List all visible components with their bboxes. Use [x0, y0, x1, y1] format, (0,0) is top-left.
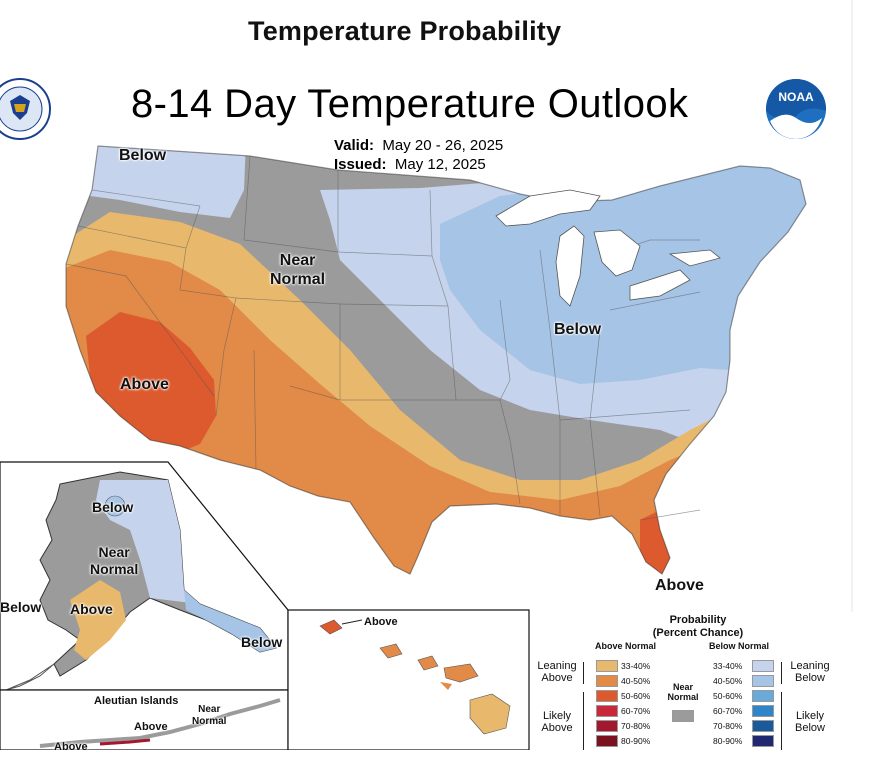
leaning-above-line2: Above [541, 672, 573, 684]
range-below-6: 80-90% [713, 736, 743, 746]
swatch-below-5 [752, 720, 774, 732]
swatch-above-6 [596, 735, 618, 747]
legend-likely-below: Likely Below [785, 710, 835, 734]
swatch-above-3 [596, 690, 618, 702]
range-below-4: 60-70% [713, 706, 743, 716]
great-lakes [495, 189, 721, 307]
aleutian-inset [0, 689, 289, 750]
legend-likely-above: Likely Above [533, 710, 581, 734]
noaa-logo-text: NOAA [778, 90, 814, 104]
legend-title-line2: (Percent Chance) [652, 627, 744, 639]
aleutian-near-line1: Near [198, 704, 221, 715]
swatch-above-4 [596, 705, 618, 717]
range-above-4: 60-70% [621, 706, 651, 716]
label-ak-below-west: Below [0, 599, 42, 615]
legend-below-header: Below Normal [709, 641, 770, 651]
label-fl-above: Above [655, 577, 704, 594]
issued-value: May 12, 2025 [394, 156, 486, 173]
aleutian-title: Aleutian Islands [94, 695, 179, 707]
legend-leaning-below: Leaning Below [785, 660, 835, 684]
label-ak-above: Above [70, 601, 113, 617]
label-aleutian-above: Above [134, 721, 168, 733]
legend-title-line1: Probability [669, 614, 727, 626]
date-block: Valid: May 20 - 26, 2025 Issued: May 12,… [334, 136, 503, 174]
valid-line: Valid: May 20 - 26, 2025 [334, 136, 503, 155]
ak-near-line1: Near [98, 544, 130, 560]
brace-likely-below [781, 692, 782, 750]
swatch-above-5 [596, 720, 618, 732]
swatch-above-1 [596, 660, 618, 672]
label-ak-below-se: Below [241, 634, 283, 650]
leaning-below-line1: Leaning [790, 660, 830, 672]
legend-title: Probability (Percent Chance) [633, 614, 763, 640]
label-hi-above: Above [364, 616, 398, 628]
hawaii-inset [287, 609, 530, 750]
leaning-above-line1: Leaning [537, 660, 577, 672]
swatch-below-6 [752, 735, 774, 747]
issued-label: Issued: [334, 156, 387, 173]
page-title: Temperature Probability [248, 16, 562, 46]
alaska-inset [0, 461, 289, 691]
legend-leaning-above: Leaning Above [533, 660, 581, 684]
map-title: 8-14 Day Temperature Outlook [131, 82, 689, 126]
swatch-below-4 [752, 705, 774, 717]
swatch-below-3 [752, 690, 774, 702]
range-above-6: 80-90% [621, 736, 651, 746]
probability-legend: Probability (Percent Chance) Above Norma… [533, 612, 858, 750]
swatch-below-1 [752, 660, 774, 672]
valid-label: Valid: [334, 137, 375, 154]
noaa-logo-icon: NOAA [766, 79, 826, 139]
near-normal-line2: Normal [270, 271, 326, 288]
doc-seal-icon [0, 78, 51, 140]
near-label-line1: Near [672, 682, 693, 692]
likely-above-line1: Likely [542, 710, 572, 722]
likely-below-line1: Likely [795, 710, 825, 722]
label-nw-below: Below [119, 147, 167, 164]
valid-value: May 20 - 26, 2025 [382, 137, 504, 154]
range-below-2: 40-50% [713, 676, 743, 686]
ak-near-line2: Normal [90, 561, 139, 577]
range-above-3: 50-60% [621, 691, 651, 701]
legend-above-header: Above Normal [595, 641, 657, 651]
label-near-normal: Near Normal [270, 251, 325, 289]
swatch-near-normal [672, 710, 694, 722]
range-above-1: 33-40% [621, 661, 651, 671]
leaning-below-line2: Below [795, 672, 825, 684]
near-label-line2: Normal [667, 692, 699, 702]
label-ak-near-normal: Near Normal [90, 544, 138, 578]
label-aleutian-above-2: Above [54, 741, 88, 753]
range-above-5: 70-80% [621, 721, 651, 731]
brace-leaning-above [583, 662, 584, 684]
label-sw-above: Above [120, 376, 169, 393]
likely-above-line2: Above [541, 722, 573, 734]
issued-line: Issued: May 12, 2025 [334, 155, 503, 174]
aleutian-near-line2: Normal [192, 716, 227, 727]
swatch-below-2 [752, 675, 774, 687]
range-below-3: 50-60% [713, 691, 743, 701]
label-ne-below: Below [554, 321, 602, 338]
range-above-2: 40-50% [621, 676, 651, 686]
label-aleutian-near-normal: Near Normal [192, 704, 226, 728]
likely-below-line2: Below [795, 722, 825, 734]
brace-likely-above [583, 692, 584, 750]
label-ak-below-north: Below [92, 499, 134, 515]
brace-leaning-below [781, 662, 782, 684]
legend-near-normal: Near Normal [665, 682, 701, 702]
range-below-5: 70-80% [713, 721, 743, 731]
swatch-above-2 [596, 675, 618, 687]
near-normal-line1: Near [279, 252, 316, 269]
state-borders [65, 145, 807, 575]
range-below-1: 33-40% [713, 661, 743, 671]
